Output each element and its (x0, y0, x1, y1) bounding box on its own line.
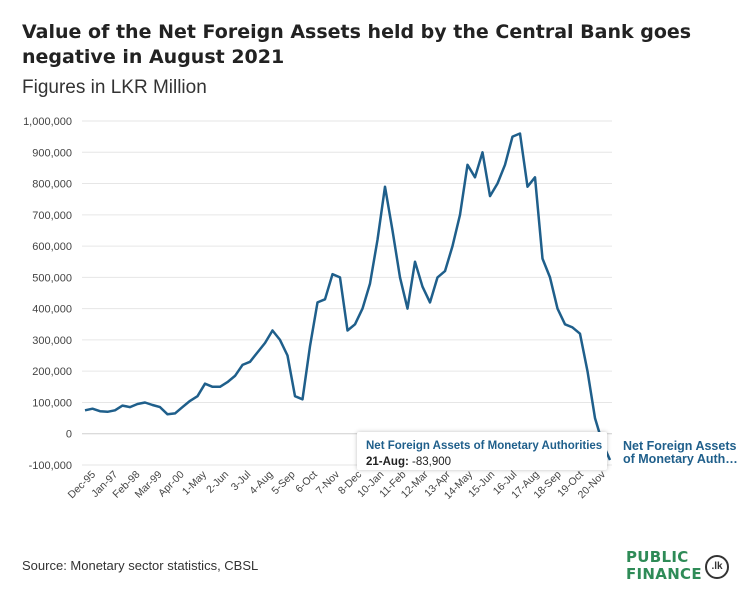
chart-subtitle: Figures in LKR Million (22, 77, 207, 98)
y-axis-ticks: -100,000 0 100,000 200,000 300,000 400,000 500… (23, 116, 72, 472)
y-tick-label: 200,000 (32, 366, 72, 378)
y-tick-label: 0 (66, 429, 72, 441)
x-tick-label: 2-Jun (204, 469, 231, 496)
y-tick-label: 800,000 (32, 179, 72, 191)
tooltip-value: -83,900 (412, 456, 452, 468)
y-tick-label: -100,000 (29, 460, 72, 472)
y-tick-label: 900,000 (32, 147, 72, 159)
x-tick-label: 4-Aug (247, 469, 275, 497)
publicfinance-logo: PUBLIC FINANCE .lk (626, 549, 730, 585)
y-tick-label: 700,000 (32, 210, 72, 222)
line-chart: -100,000 0 100,000 200,000 300,000 400,000 500… (23, 116, 612, 502)
y-tick-label: 600,000 (32, 241, 72, 253)
x-axis-ticks: Dec-95Jan-97Feb-98Mar-99Apr-001-May2-Jun… (66, 468, 609, 502)
series-lines (84, 132, 612, 461)
y-tick-label: 500,000 (32, 272, 72, 284)
logo-text: PUBLIC FINANCE (626, 548, 702, 583)
tooltip-date: 21-Aug (366, 456, 405, 468)
x-tick-label: 5-Sep (269, 469, 297, 497)
series-line-net-foreign-assets (84, 132, 612, 461)
y-tick-label: 100,000 (32, 397, 72, 409)
series-end-label: Net Foreign Assets of Monetary Auth… (623, 439, 738, 466)
source-note: Source: Monetary sector statistics, CBSL (22, 558, 259, 573)
hover-tooltip: Net Foreign Assets of Monetary Authoriti… (357, 432, 607, 470)
chart-title: Value of the Net Foreign Assets held by … (22, 21, 692, 68)
x-tick-label: 7-Nov (314, 468, 343, 497)
x-tick-label: 1-May (180, 468, 210, 498)
y-tick-label: 300,000 (32, 335, 72, 347)
logo-badge-icon: .lk (705, 555, 729, 579)
y-tick-label: 1,000,000 (23, 116, 72, 128)
tooltip-series-name: Net Foreign Assets of Monetary Authoriti… (366, 440, 603, 452)
y-tick-label: 400,000 (32, 304, 72, 316)
tooltip-value-line: 21-Aug: -83,900 (366, 456, 452, 468)
gridlines (82, 120, 612, 466)
